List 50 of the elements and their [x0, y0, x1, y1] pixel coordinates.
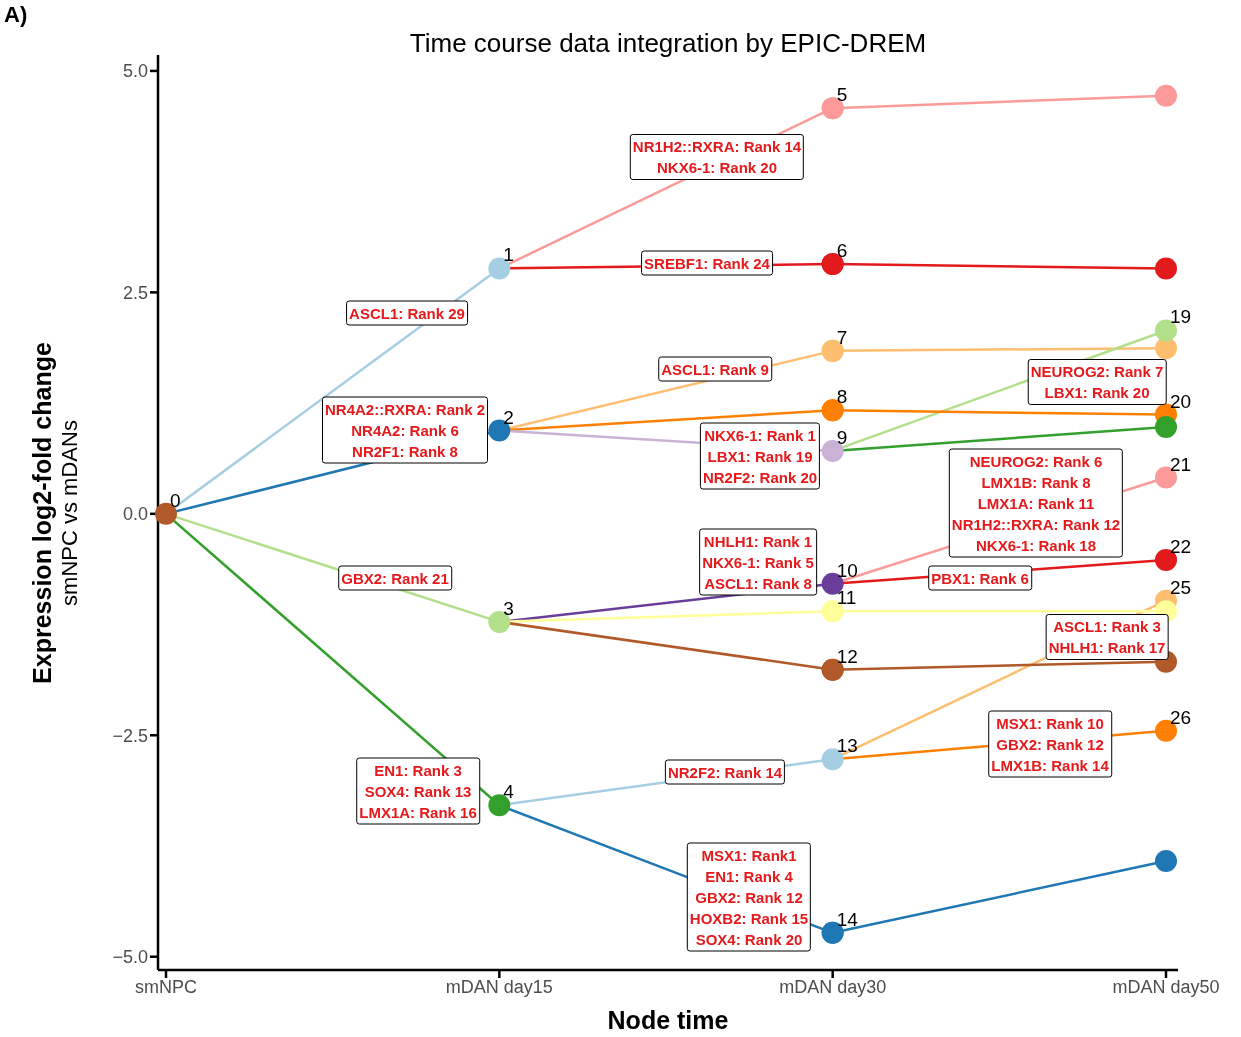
annotation: NEUROG2: Rank 7 LBX1: Rank 20 [1030, 361, 1164, 403]
series-label: 6 [836, 240, 848, 263]
x-axis-title: Node time [606, 1006, 730, 1034]
series-label: 12 [836, 645, 858, 668]
series-label: 5 [836, 84, 848, 107]
y-tick-label: 0.0 [122, 504, 148, 525]
series-label: 25 [1170, 576, 1192, 599]
series-label: 8 [836, 386, 848, 409]
series-label: 22 [1170, 535, 1192, 558]
series-label: 11 [836, 587, 857, 610]
y-tick-label: 2.5 [122, 282, 148, 303]
series-label: 26 [1170, 706, 1192, 729]
series-label: 3 [503, 597, 514, 620]
annotation: ASCL1: Rank 29 [349, 302, 465, 324]
annotation: NEUROG2: Rank 6 LMX1B: Rank 8 LMX1A: Rank 11 NR1H2::RXRA: Rank 12 NKX6-1: Rank 18 [951, 450, 1121, 556]
annotation: PBX1: Rank 6 [931, 567, 1029, 589]
x-tick-label: mDAN day30 [779, 976, 887, 997]
y-tick-label: −5.0 [112, 947, 148, 968]
annotation: NKX6-1: Rank 1 LBX1: Rank 19 NR2F2: Rank 20 [702, 424, 818, 488]
series-label: 1 [503, 244, 514, 267]
series-label: 2 [503, 406, 514, 429]
y-tick-label: 5.0 [122, 61, 148, 82]
y-axis-title: Expression log2-fold change smNPC vs mDANs [28, 340, 83, 686]
series-label: 0 [170, 489, 181, 512]
annotation: GBX2: Rank 21 [341, 567, 449, 589]
chart-title: Time course data integration by EPIC-DREM [408, 28, 928, 59]
series-label: 19 [1170, 306, 1192, 329]
series-label: 4 [503, 781, 514, 804]
series-label: 13 [836, 735, 858, 758]
x-tick-label: mDAN day15 [445, 976, 553, 997]
series-label: 20 [1170, 390, 1192, 413]
series-label: 10 [836, 559, 858, 582]
text: A) [4, 2, 28, 28]
annotation: MSX1: Rank1 EN1: Rank 4 GBX2: Rank 12 HOXB2: Rank 15 SOX4: Rank 20 [689, 844, 809, 950]
series-label: 14 [836, 908, 858, 931]
x-tick-label: mDAN day50 [1112, 976, 1220, 997]
annotation: NR4A2::RXRA: Rank 2 NR4A2: Rank 6 NR2F1: Rank 8 [324, 398, 486, 462]
annotation: ASCL1: Rank 3 NHLH1: Rank 17 [1048, 616, 1166, 658]
series-label: 9 [836, 426, 848, 449]
annotation: NR2F2: Rank 14 [667, 761, 783, 783]
x-tick-label: smNPC [135, 976, 197, 997]
annotation: EN1: Rank 3 SOX4: Rank 13 LMX1A: Rank 16 [359, 759, 477, 823]
series-label: 7 [836, 326, 848, 349]
annotation: ASCL1: Rank 9 [661, 358, 769, 380]
annotation: NHLH1: Rank 1 NKX6-1: Rank 5 ASCL1: Rank 8 [702, 530, 814, 594]
annotation: SREBF1: Rank 24 [644, 252, 770, 274]
y-tick-label: −2.5 [112, 725, 148, 746]
annotation: NR1H2::RXRA: Rank 14 NKX6-1: Rank 20 [632, 136, 802, 178]
series-label: 21 [1170, 453, 1192, 476]
annotation: MSX1: Rank 10 GBX2: Rank 12 LMX1B: Rank 14 [991, 712, 1109, 776]
